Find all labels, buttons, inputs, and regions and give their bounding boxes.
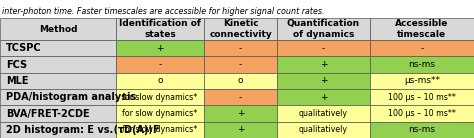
- Bar: [370, 18, 474, 40]
- Bar: [370, 56, 474, 73]
- Text: +: +: [237, 109, 244, 118]
- Text: Identification of
states: Identification of states: [119, 19, 201, 39]
- Bar: [370, 89, 474, 105]
- Bar: [277, 122, 370, 138]
- Bar: [116, 56, 204, 73]
- Bar: [204, 122, 277, 138]
- Bar: [116, 122, 204, 138]
- Text: qualitatively: qualitatively: [299, 125, 348, 134]
- Text: +: +: [237, 125, 244, 134]
- Bar: [116, 73, 204, 89]
- Bar: [277, 18, 370, 40]
- Text: -: -: [239, 60, 242, 69]
- Text: -: -: [322, 44, 325, 53]
- Bar: [277, 56, 370, 73]
- Text: BVA/FRET-2CDE: BVA/FRET-2CDE: [6, 109, 89, 119]
- Bar: [204, 56, 277, 73]
- Text: Kinetic
connectivity: Kinetic connectivity: [209, 19, 272, 39]
- Text: μs-ms**: μs-ms**: [404, 76, 440, 85]
- Text: MLE: MLE: [6, 76, 28, 86]
- Text: +: +: [156, 44, 164, 53]
- Text: Accessible
timescale: Accessible timescale: [395, 19, 448, 39]
- Bar: [204, 89, 277, 105]
- Text: FCS: FCS: [6, 60, 27, 70]
- Bar: [204, 40, 277, 56]
- Bar: [0, 56, 116, 73]
- Bar: [116, 18, 204, 40]
- Bar: [0, 122, 116, 138]
- Bar: [370, 40, 474, 56]
- Bar: [0, 89, 116, 105]
- Text: -: -: [420, 44, 423, 53]
- Bar: [277, 105, 370, 122]
- Text: -: -: [158, 60, 162, 69]
- Text: for slow dynamics*: for slow dynamics*: [122, 109, 198, 118]
- Bar: [116, 105, 204, 122]
- Text: Method: Method: [39, 25, 77, 34]
- Text: -: -: [239, 93, 242, 102]
- Text: PDA/histogram analysis: PDA/histogram analysis: [6, 92, 136, 102]
- Bar: [277, 89, 370, 105]
- Bar: [204, 73, 277, 89]
- Text: o: o: [157, 76, 163, 85]
- Text: 2D histogram: E vs.⟨τD(A)⟩F: 2D histogram: E vs.⟨τD(A)⟩F: [6, 125, 159, 135]
- Text: +: +: [320, 93, 327, 102]
- Text: inter-photon time. Faster timescales are accessible for higher signal count rate: inter-photon time. Faster timescales are…: [2, 7, 325, 16]
- Bar: [277, 73, 370, 89]
- Text: +: +: [320, 76, 327, 85]
- Text: -: -: [239, 44, 242, 53]
- Text: +: +: [320, 60, 327, 69]
- Bar: [116, 89, 204, 105]
- Text: ns-ms: ns-ms: [409, 125, 435, 134]
- Text: for slow dynamics*: for slow dynamics*: [122, 125, 198, 134]
- Text: TCSPC: TCSPC: [6, 43, 41, 53]
- Bar: [370, 73, 474, 89]
- Text: 100 μs – 10 ms**: 100 μs – 10 ms**: [388, 109, 456, 118]
- Text: for slow dynamics*: for slow dynamics*: [122, 93, 198, 102]
- Bar: [0, 40, 116, 56]
- Text: qualitatively: qualitatively: [299, 109, 348, 118]
- Text: o: o: [238, 76, 243, 85]
- Text: Quantification
of dynamics: Quantification of dynamics: [287, 19, 360, 39]
- Bar: [370, 105, 474, 122]
- Bar: [204, 105, 277, 122]
- Text: 100 μs – 10 ms**: 100 μs – 10 ms**: [388, 93, 456, 102]
- Bar: [0, 105, 116, 122]
- Bar: [370, 122, 474, 138]
- Text: ns-ms: ns-ms: [409, 60, 435, 69]
- Bar: [0, 18, 116, 40]
- Bar: [116, 40, 204, 56]
- Bar: [204, 18, 277, 40]
- Bar: [0, 73, 116, 89]
- Bar: [277, 40, 370, 56]
